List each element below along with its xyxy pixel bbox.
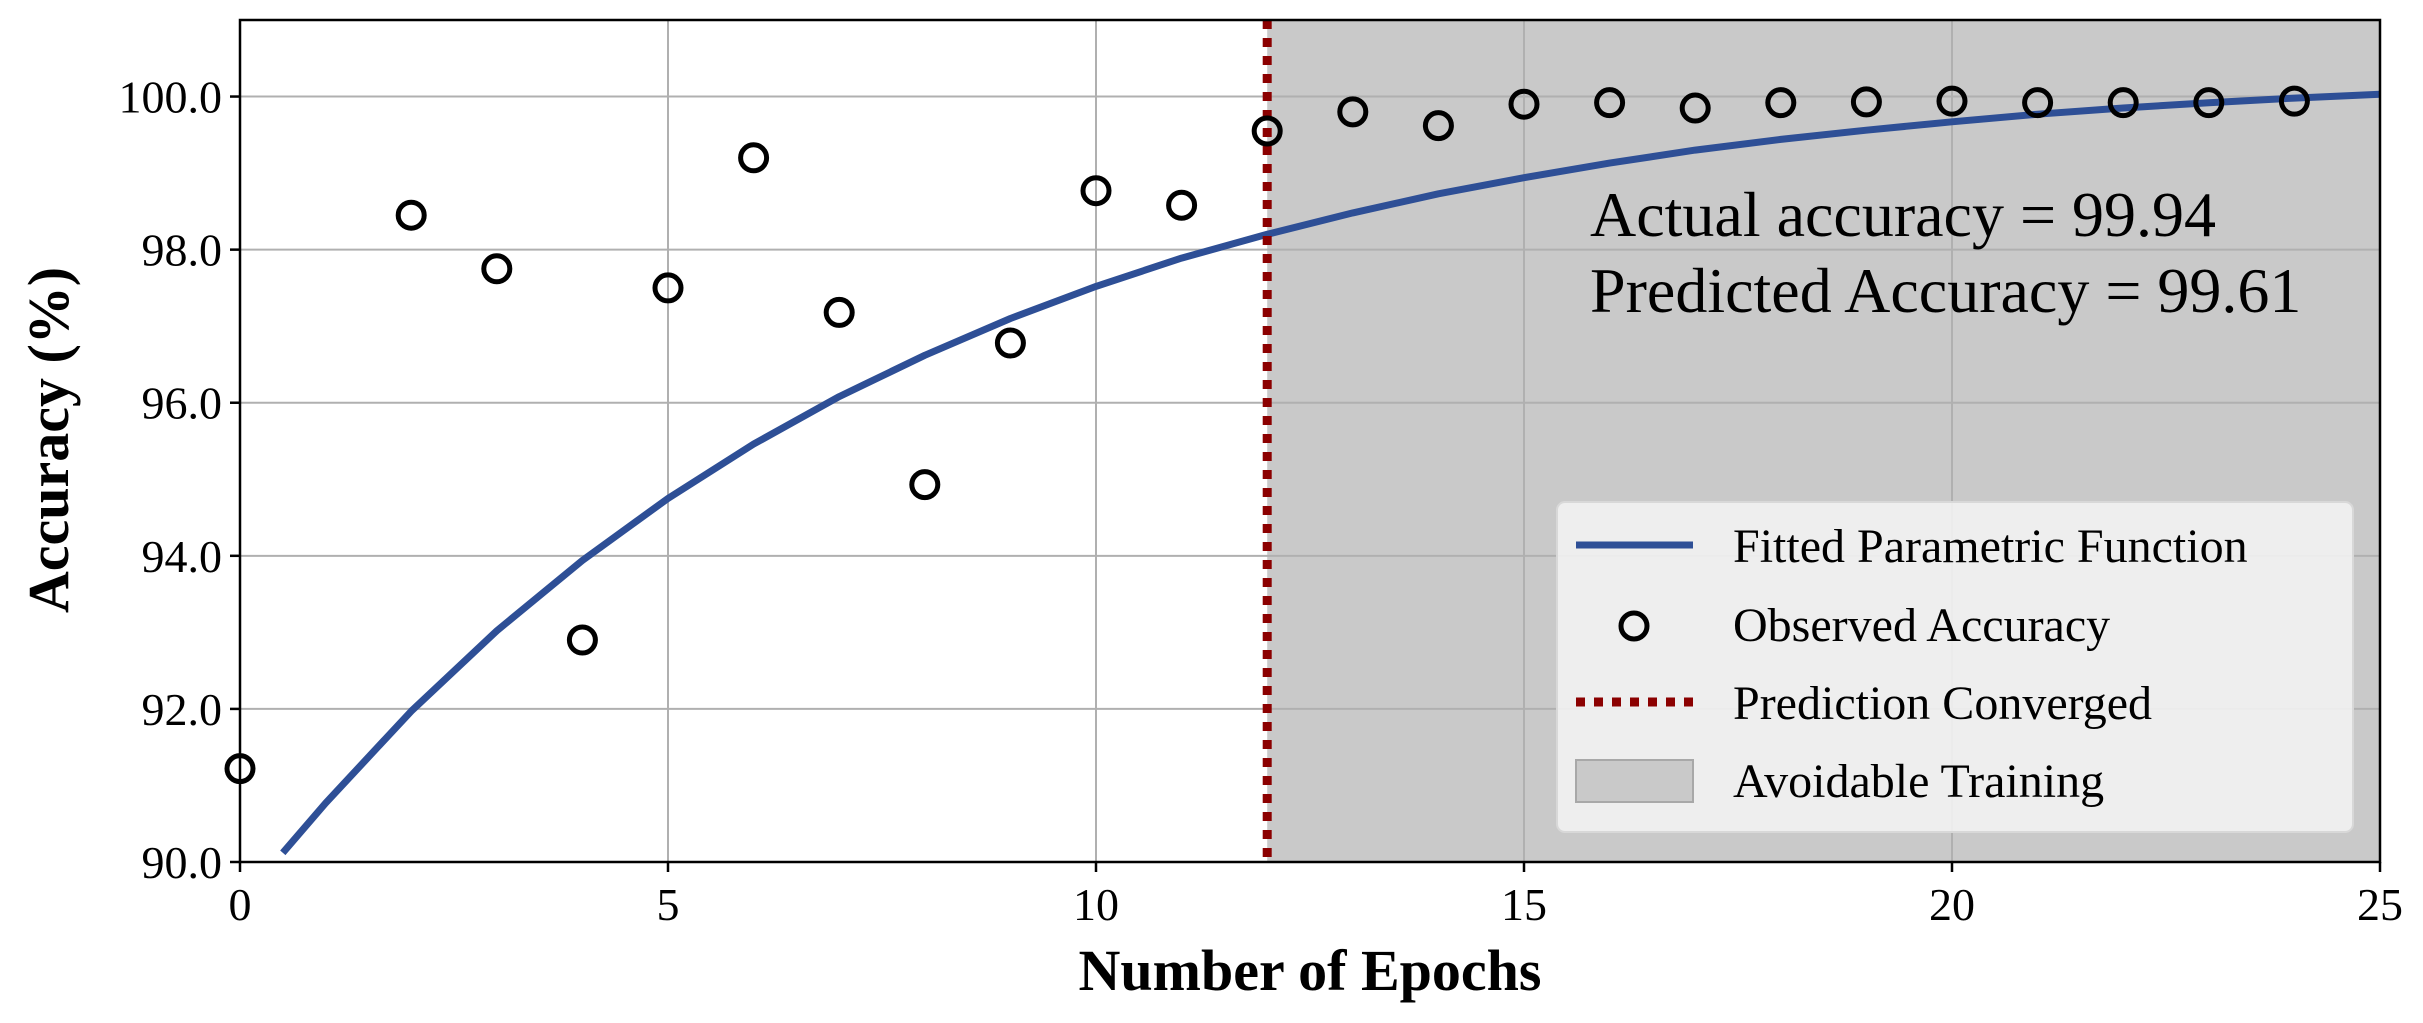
observed-point-23	[2278, 85, 2310, 117]
legend-item-avoidable: Avoidable Training	[1575, 755, 2104, 808]
observed-point-18	[1850, 86, 1882, 118]
observed-point-13	[1422, 110, 1454, 142]
observed-point-17	[1765, 87, 1797, 119]
observed-point-7	[909, 469, 941, 501]
observed-point-16	[1679, 92, 1711, 124]
observed-point-21	[2107, 87, 2139, 119]
annotation-predicted-accuracy: Predicted Accuracy = 99.61	[1590, 255, 2301, 326]
x-tick-label-1: 5	[657, 879, 680, 930]
observed-point-3	[566, 624, 598, 656]
observed-point-1	[395, 199, 427, 231]
legend-label-avoidable: Avoidable Training	[1733, 755, 2104, 808]
legend-frame	[1556, 501, 2354, 833]
legend-label-observed: Observed Accuracy	[1733, 599, 2110, 652]
observed-point-10	[1166, 189, 1198, 221]
observed-point-6	[823, 296, 855, 328]
y-tick-label-2: 94.0	[142, 531, 223, 582]
x-tick-label-3: 15	[1501, 879, 1547, 930]
y-tick-label-4: 98.0	[142, 225, 223, 276]
legend-item-fitted: Fitted Parametric Function	[1576, 520, 2248, 573]
observed-point-15	[1594, 87, 1626, 119]
observed-point-4	[652, 272, 684, 304]
legend-span-swatch	[1575, 759, 1694, 803]
y-tick-label-5: 100.0	[119, 72, 223, 123]
observed-point-19	[1936, 85, 1968, 117]
y-axis-title: Accuracy (%)	[16, 267, 81, 613]
fitted-function-line	[280, 90, 2381, 856]
x-tick-label-5: 25	[2357, 879, 2403, 930]
observed-point-20	[2022, 87, 2054, 119]
y-tick-label-3: 96.0	[142, 378, 223, 429]
legend: Fitted Parametric Function Observed Accu…	[1556, 501, 2354, 833]
y-tick-label-1: 92.0	[142, 684, 223, 735]
legend-marker-swatch	[1618, 610, 1650, 642]
observed-point-2	[481, 253, 513, 285]
legend-item-observed: Observed Accuracy	[1618, 599, 2110, 652]
annotation-actual-accuracy: Actual accuracy = 99.94	[1590, 179, 2216, 250]
x-tick-label-0: 0	[229, 879, 252, 930]
tick-layer: 0 5 10 15 20 25 90.0 92.0 94.0 96.0 98.0 100.0	[119, 72, 2404, 930]
observed-point-9	[1080, 175, 1112, 207]
plot-frame	[238, 18, 2382, 864]
x-tick-label-4: 20	[1929, 879, 1975, 930]
observed-point-12	[1337, 96, 1369, 128]
observed-point-22	[2193, 87, 2225, 119]
observed-points-layer	[224, 85, 2310, 785]
fitted-line-layer	[280, 90, 2381, 856]
observed-point-8	[994, 327, 1026, 359]
legend-label-fitted: Fitted Parametric Function	[1733, 520, 2248, 573]
observed-point-5	[738, 142, 770, 174]
observed-point-14	[1508, 88, 1540, 120]
observed-point-11	[1251, 115, 1283, 147]
y-tick-label-0: 90.0	[142, 837, 223, 888]
legend-item-converged: Prediction Converged	[1576, 677, 2152, 730]
legend-label-converged: Prediction Converged	[1733, 677, 2152, 730]
x-axis-title: Number of Epochs	[1079, 938, 1542, 1003]
axes-layer	[238, 18, 2382, 864]
x-tick-label-2: 10	[1073, 879, 1119, 930]
